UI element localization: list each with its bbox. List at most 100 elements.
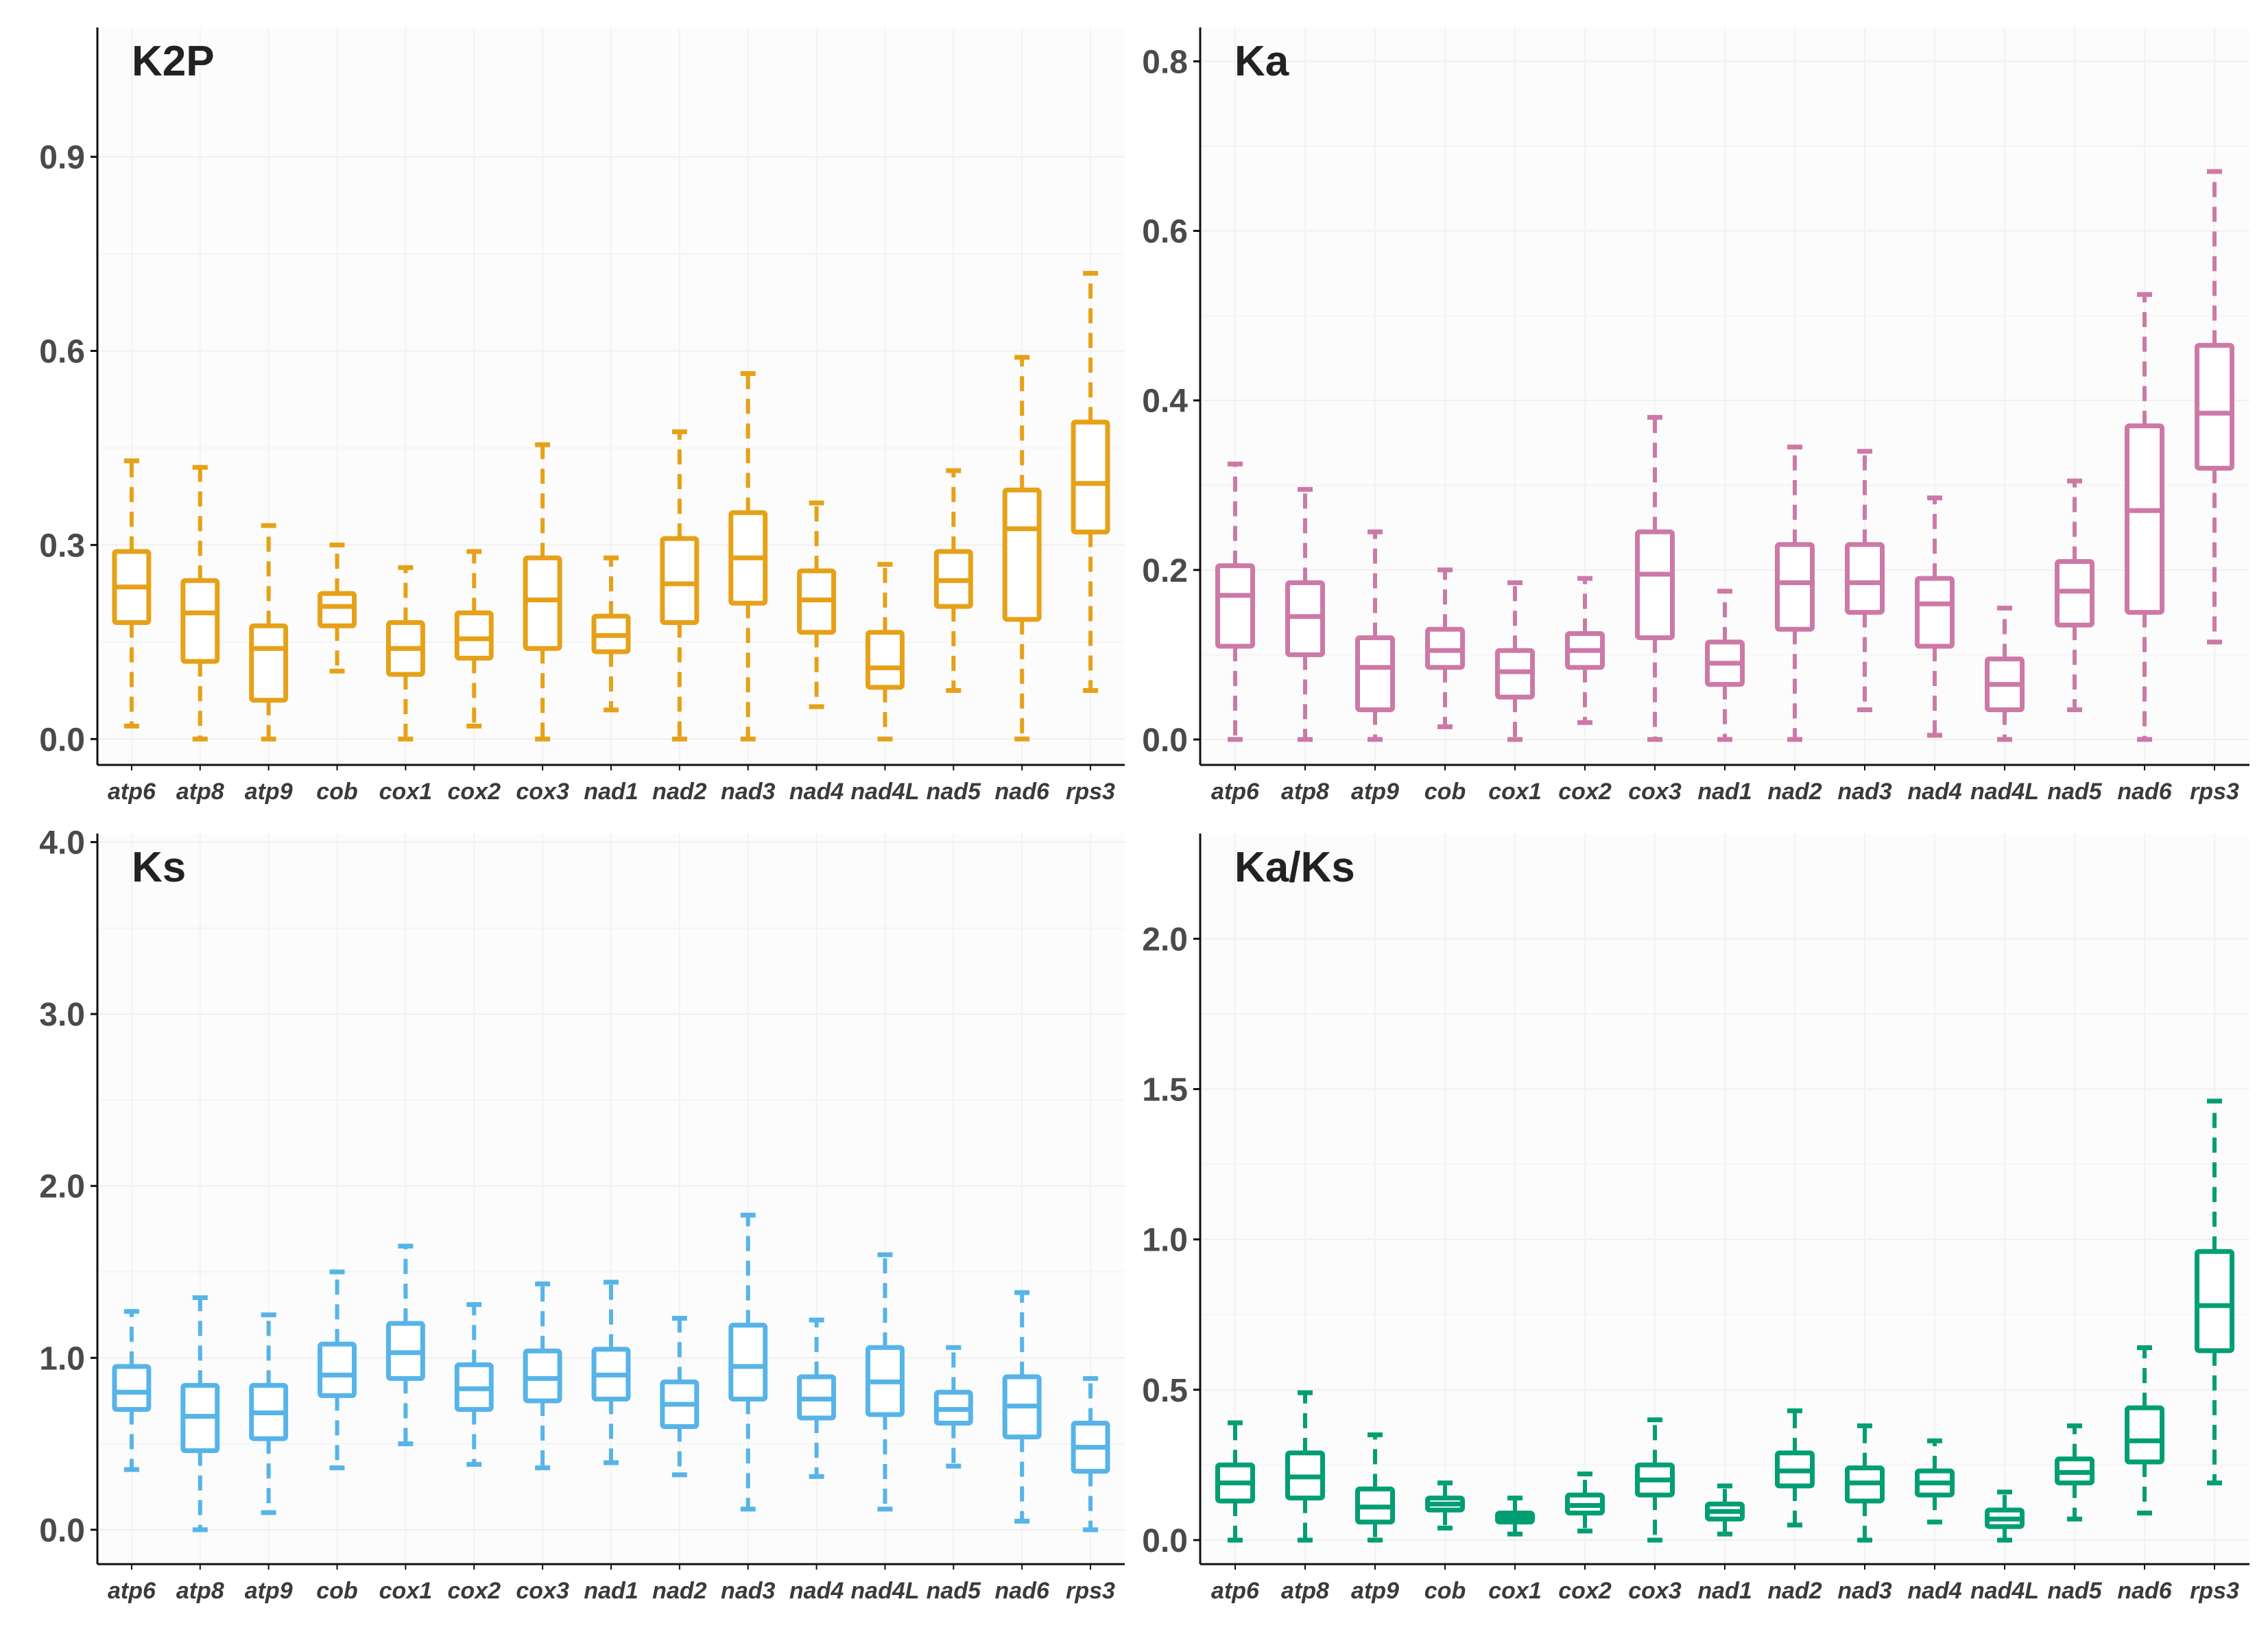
x-tick-label: atp6 [1211, 1578, 1260, 1604]
x-tick-label: atp6 [1211, 779, 1260, 805]
x-tick-label: cob [1424, 779, 1466, 805]
box-cob [318, 542, 357, 674]
x-tick-label: nad6 [995, 779, 1050, 805]
box-atp8 [180, 464, 220, 742]
y-tick-label: 0.5 [1142, 1373, 1188, 1409]
box-nad4l [866, 562, 905, 742]
box-rps3 [2195, 1098, 2234, 1486]
x-tick-label: cob [1424, 1578, 1466, 1604]
box-nad6 [2125, 292, 2164, 742]
x-tick-label: nad2 [1767, 779, 1822, 805]
x-tick-label: cox1 [379, 1578, 433, 1604]
box-iqr [866, 630, 905, 690]
box-iqr [249, 623, 289, 703]
x-tick-label: nad3 [721, 779, 775, 805]
box-iqr [523, 1348, 562, 1404]
box-nad2 [660, 429, 700, 742]
x-tick-label: rps3 [1066, 1578, 1115, 1604]
y-tick-label: 0.9 [39, 140, 85, 176]
box-rps3 [2195, 169, 2234, 645]
box-rps3 [1071, 1375, 1110, 1533]
x-tick-label: atp6 [108, 779, 156, 805]
box-nad5 [2055, 1423, 2094, 1522]
y-tick-label: 0.0 [39, 1513, 85, 1549]
box-nad1 [1705, 1483, 1745, 1537]
x-tick-label: cox1 [379, 779, 433, 805]
x-tick-label: nad4L [1970, 779, 2039, 805]
x-tick-label: nad6 [995, 1578, 1050, 1604]
x-tick-label: nad1 [584, 1578, 638, 1604]
x-tick-label: cox3 [516, 1578, 569, 1604]
box-nad4 [797, 500, 837, 709]
x-tick-label: atp6 [108, 1578, 156, 1604]
x-tick-label: cox3 [1628, 1578, 1682, 1604]
box-cob [318, 1269, 357, 1471]
x-tick-label: nad5 [2047, 779, 2102, 805]
box-atp8 [1285, 1390, 1325, 1543]
box-cox1 [1495, 1496, 1535, 1537]
panel-title: Ks [132, 844, 186, 891]
box-cox1 [1495, 580, 1535, 742]
box-iqr [1845, 542, 1885, 615]
box-nad6 [1002, 1290, 1042, 1524]
x-tick-label: nad4 [789, 1578, 844, 1604]
x-tick-label: nad4 [1907, 779, 1961, 805]
box-cox3 [1635, 414, 1675, 742]
box-nad6 [2125, 1345, 2164, 1515]
box-iqr [454, 610, 494, 661]
x-tick-label: atp8 [176, 779, 224, 805]
box-nad5 [2055, 478, 2094, 713]
box-atp9 [1355, 1432, 1395, 1543]
box-iqr [318, 591, 357, 628]
box-cox2 [1565, 576, 1605, 725]
y-tick-label: 0.8 [1142, 44, 1188, 80]
box-nad2 [660, 1316, 700, 1478]
x-tick-label: nad5 [2047, 1578, 2102, 1604]
panel-title: Ka/Ks [1234, 844, 1355, 891]
x-tick-label: nad3 [1837, 1578, 1891, 1604]
box-cox3 [523, 1281, 562, 1471]
box-iqr [1775, 542, 1815, 632]
box-cox1 [385, 1243, 425, 1447]
x-tick-label: nad2 [652, 779, 706, 805]
box-nad5 [933, 468, 973, 694]
y-tick-label: 3.0 [39, 997, 85, 1033]
panel-title: Ka [1234, 38, 1289, 85]
box-nad4l [1985, 1489, 2025, 1543]
panel-ka: 0.0 0.2 0.4 0.6 0.8 Ka atp6 atp8 atp9 cob cox1 cox2… [1142, 27, 2249, 805]
box-cox2 [454, 1302, 494, 1467]
x-tick-label: cob [316, 779, 357, 805]
box-nad4l [1985, 605, 2025, 742]
x-tick-label: nad1 [1697, 1578, 1752, 1604]
box-atp6 [112, 458, 152, 729]
box-atp9 [249, 523, 289, 742]
box-nad3 [1845, 449, 1885, 713]
x-tick-label: nad6 [2117, 1578, 2172, 1604]
x-tick-label: nad6 [2117, 779, 2172, 805]
x-tick-label: cox2 [448, 1578, 501, 1604]
box-iqr [1071, 419, 1110, 535]
x-tick-label: cox2 [1558, 1578, 1612, 1604]
x-tick-label: atp9 [245, 1578, 293, 1604]
box-nad1 [1705, 589, 1745, 742]
panel-k2p: 0.0 0.3 0.6 0.9 K2P atp6 atp8 atp9 cob cox1 cox2 co… [39, 27, 1125, 805]
box-iqr [1355, 635, 1395, 713]
box-iqr [2195, 1249, 2234, 1354]
x-tick-label: nad4L [850, 1578, 919, 1604]
box-nad1 [591, 1279, 631, 1465]
y-tick-label: 0.6 [39, 333, 85, 370]
panel-title: K2P [132, 38, 215, 85]
box-cox2 [454, 549, 494, 729]
box-atp6 [112, 1309, 152, 1472]
y-tick-label: 1.0 [39, 1340, 85, 1377]
box-atp8 [1285, 486, 1325, 742]
box-cox2 [1565, 1472, 1605, 1534]
y-tick-label: 0.2 [1142, 553, 1188, 589]
x-tick-label: cox2 [448, 779, 501, 805]
x-tick-label: rps3 [1066, 779, 1115, 805]
y-tick-label: 0.4 [1142, 383, 1188, 420]
box-cob [1425, 567, 1465, 729]
box-cox3 [1635, 1417, 1675, 1543]
box-iqr [728, 1323, 768, 1402]
